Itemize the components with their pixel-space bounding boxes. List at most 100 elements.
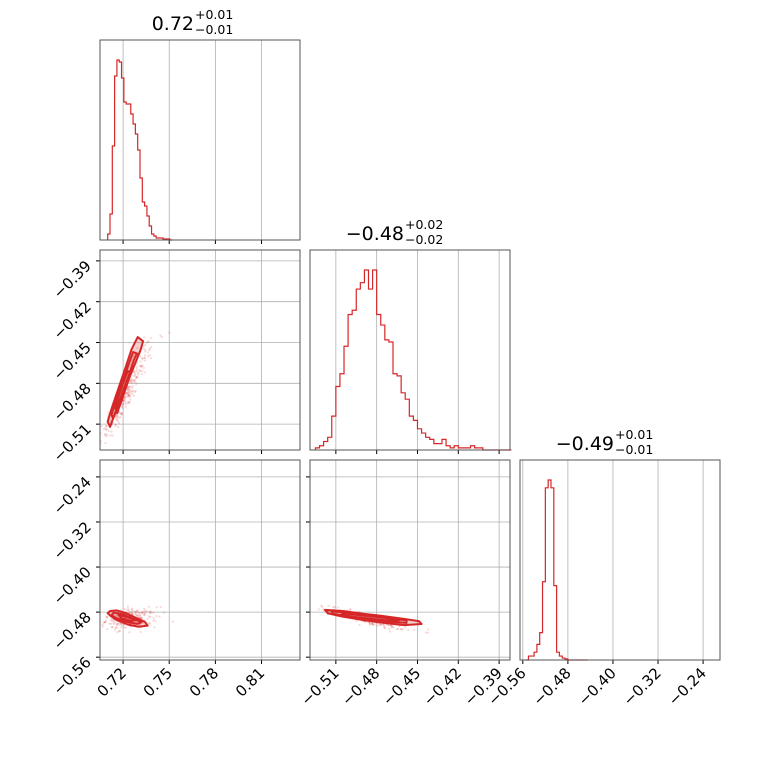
scatter-point xyxy=(389,624,392,627)
scatter-point xyxy=(163,611,166,614)
scatter-point xyxy=(147,340,150,343)
scatter-point xyxy=(110,618,113,621)
scatter-point xyxy=(115,622,118,625)
scatter-point xyxy=(139,365,143,368)
panel-2-2: −0.56 −0.48 −0.40 −0.32 −0.24−0.49 +0.01−0.01 xyxy=(484,427,721,709)
scatter-point xyxy=(140,372,143,376)
scatter-point xyxy=(116,631,119,634)
panel-2-1: −0.51−0.48−0.45−0.42−0.39 xyxy=(297,459,511,709)
scatter-point xyxy=(368,621,371,624)
scatter-point xyxy=(379,624,382,627)
scatter-point xyxy=(128,391,131,394)
scatter-point xyxy=(127,388,130,391)
scatter-point xyxy=(107,411,110,414)
scatter-point xyxy=(120,404,123,407)
x-tick-label: 0.78 xyxy=(186,664,222,700)
scatter-point xyxy=(130,611,133,614)
scatter-point xyxy=(401,627,404,631)
title-plus: +0.01 xyxy=(195,7,233,22)
scatter-point xyxy=(131,378,134,382)
title-value: 0.72 xyxy=(152,13,194,35)
scatter-point xyxy=(131,386,134,389)
scatter-point xyxy=(150,346,153,349)
scatter-point xyxy=(103,621,106,624)
scatter-point xyxy=(125,391,129,394)
scatter-point xyxy=(102,621,105,624)
scatter-point xyxy=(142,347,145,350)
scatter-point xyxy=(138,611,141,614)
title-minus: −0.02 xyxy=(405,232,443,247)
scatter-point xyxy=(139,616,142,620)
scatter-point xyxy=(383,626,386,630)
scatter-point xyxy=(107,429,110,433)
scatter-point xyxy=(127,386,130,389)
scatter-point xyxy=(128,389,131,393)
scatter-point xyxy=(137,371,140,375)
scatter-point xyxy=(349,607,352,611)
scatter-point xyxy=(371,623,375,626)
scatter-point xyxy=(149,612,152,615)
scatter-point xyxy=(105,433,109,436)
scatter-point xyxy=(136,376,139,379)
x-tick-label: −0.32 xyxy=(620,664,665,709)
histogram-step xyxy=(107,59,173,241)
scatter-point xyxy=(119,412,122,415)
scatter-point xyxy=(108,622,111,625)
scatter-point xyxy=(141,617,144,620)
scatter-point xyxy=(376,624,380,627)
x-tick-label: −0.51 xyxy=(297,664,342,709)
scatter-point xyxy=(168,331,171,334)
scatter-point xyxy=(105,435,108,438)
scatter-point xyxy=(112,622,115,625)
scatter-point xyxy=(101,623,104,626)
scatter-point xyxy=(142,610,145,613)
scatter-point xyxy=(138,369,141,372)
title-value: −0.48 xyxy=(346,223,404,245)
scatter-point xyxy=(136,610,139,613)
scatter-point xyxy=(145,341,148,344)
scatter-point xyxy=(135,614,138,617)
scatter-point xyxy=(114,626,118,629)
scatter-point xyxy=(153,626,156,629)
scatter-point xyxy=(144,350,147,353)
scatter-point xyxy=(126,391,129,395)
scatter-point xyxy=(126,387,129,390)
scatter-point xyxy=(86,443,88,445)
scatter-point xyxy=(148,622,151,625)
scatter-point xyxy=(370,622,374,625)
scatter-point xyxy=(100,425,103,428)
scatter-point xyxy=(155,614,158,618)
scatter-point xyxy=(143,357,146,360)
axes-frame xyxy=(309,249,511,451)
scatter-point xyxy=(131,389,134,392)
scatter-point xyxy=(134,380,137,384)
scatter-point xyxy=(368,622,371,625)
scatter-point xyxy=(113,621,116,624)
scatter-point xyxy=(138,614,141,617)
scatter-point xyxy=(88,460,90,462)
scatter-point xyxy=(143,359,146,362)
scatter-point xyxy=(142,345,145,348)
contour-level-3 xyxy=(114,370,132,415)
scatter-point xyxy=(150,357,153,360)
scatter-point xyxy=(146,617,149,621)
scatter-point xyxy=(140,616,143,619)
scatter-point xyxy=(427,628,430,631)
scatter-point xyxy=(126,605,129,608)
scatter-point xyxy=(122,402,125,405)
scatter-point xyxy=(355,620,358,623)
scatter-point xyxy=(382,623,386,626)
scatter-point xyxy=(127,395,131,398)
histogram-step xyxy=(314,269,512,451)
scatter-point xyxy=(131,612,134,615)
scatter-point xyxy=(106,615,109,618)
scatter-point xyxy=(134,612,137,615)
scatter-point xyxy=(388,627,391,630)
scatter-point xyxy=(131,379,134,382)
scatter-point xyxy=(112,620,115,623)
scatter-point xyxy=(122,399,126,402)
scatter-point xyxy=(133,374,136,378)
scatter-point xyxy=(123,626,126,629)
scatter-point xyxy=(159,605,162,609)
